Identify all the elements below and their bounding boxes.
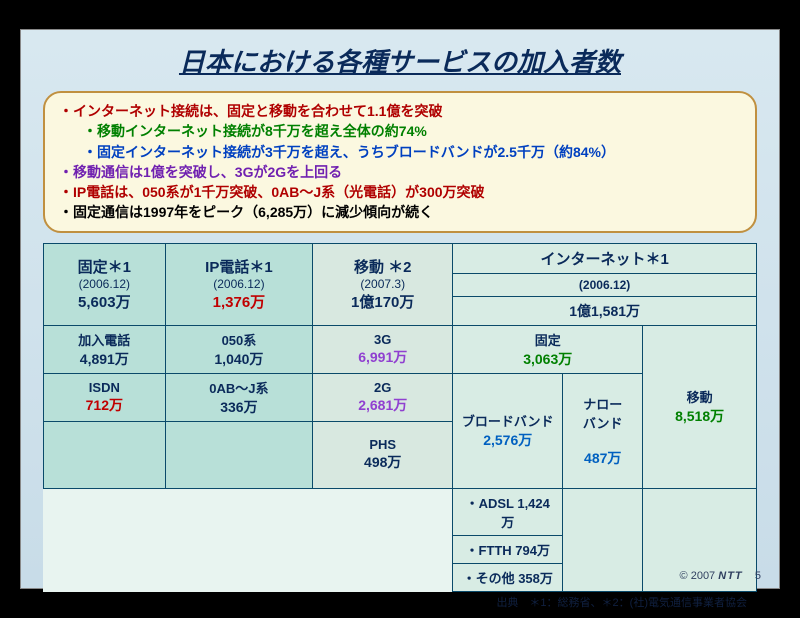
sub-label: ISDN — [50, 380, 159, 395]
sub-label: 2G — [319, 380, 446, 395]
cell: PHS 498万 — [313, 421, 453, 488]
page-title: 日本における各種サービスの加入者数 — [35, 42, 765, 79]
cell: 2G 2,681万 — [313, 373, 453, 421]
hdr-total: 1,376万 — [172, 291, 307, 312]
data-table: 固定＊1 (2006.12) 5,603万 IP電話＊1 (2006.12) 1… — [43, 243, 757, 592]
cell: 050系 1,040万 — [165, 325, 313, 373]
hdr-total: 5,603万 — [50, 291, 159, 312]
cell-internet-fixed: 固定 3,063万 — [453, 325, 643, 373]
data-table-wrap: 固定＊1 (2006.12) 5,603万 IP電話＊1 (2006.12) 1… — [43, 243, 757, 610]
source-note: 出典 ＊1：総務省、＊2：(社)電気通信事業者協会 — [43, 594, 747, 610]
sub-value: 487万 — [569, 448, 636, 468]
summary-line: ・固定インターネット接続が3千万を超え、うちブロードバンドが2.5千万（約84%… — [59, 142, 741, 162]
sub-value: 4,891万 — [50, 349, 159, 369]
cell: ISDN 712万 — [44, 373, 166, 421]
footer: © 2007 NTT 5 — [680, 570, 761, 582]
sub-value: 1,040万 — [172, 349, 307, 369]
internet-total: 1億1,581万 — [453, 296, 757, 325]
sub-value: 3,063万 — [459, 349, 636, 369]
cell-empty — [44, 421, 166, 488]
sub-label: 3G — [319, 332, 446, 347]
summary-line: ・固定通信は1997年をピーク（6,285万）に減少傾向が続く — [59, 202, 741, 222]
col-ip-header: IP電話＊1 (2006.12) 1,376万 — [165, 243, 313, 325]
cell: 3G 6,991万 — [313, 325, 453, 373]
hdr-label: 移動 ＊2 — [319, 256, 446, 277]
sub-value: 6,991万 — [319, 347, 446, 367]
copyright: © 2007 — [680, 570, 716, 582]
hdr-label: IP電話＊1 — [172, 256, 307, 277]
sub-value: 2,681万 — [319, 395, 446, 415]
cell: 加入電話 4,891万 — [44, 325, 166, 373]
cell-adsl: ・ADSL 1,424万 — [453, 488, 563, 535]
cell-narrowband: ナロー バンド 487万 — [563, 373, 643, 488]
ntt-logo: NTT — [718, 570, 742, 582]
summary-line: ・移動通信は1億を突破し、3Gが2Gを上回る — [59, 162, 741, 182]
hdr-label: インターネット＊1 — [459, 248, 750, 269]
hdr-date: (2007.3) — [319, 277, 446, 291]
hdr-date: (2006.12) — [172, 277, 307, 291]
hdr-label: 固定＊1 — [50, 256, 159, 277]
spacer — [44, 535, 453, 563]
spacer — [44, 563, 453, 591]
sub-label: 固定 — [459, 330, 636, 349]
cell: 0AB〜J系 336万 — [165, 373, 313, 421]
hdr-total: 1億170万 — [319, 291, 446, 312]
sub-label: ブロードバンド — [459, 411, 556, 430]
sub-value: 712万 — [50, 395, 159, 415]
col-mobile-header: 移動 ＊2 (2007.3) 1億170万 — [313, 243, 453, 325]
sub-label: 050系 — [172, 330, 307, 349]
summary-line: ・移動インターネット接続が8千万を超え全体の約74% — [59, 121, 741, 141]
cell-empty — [563, 488, 643, 591]
sub-label: 移動 — [649, 387, 750, 406]
cell-other: ・その他 358万 — [453, 563, 563, 591]
summary-line: ・インターネット接続は、固定と移動を合わせて1.1億を突破 — [59, 101, 741, 121]
cell-ftth: ・FTTH 794万 — [453, 535, 563, 563]
col-internet-header: インターネット＊1 — [453, 243, 757, 273]
summary-box: ・インターネット接続は、固定と移動を合わせて1.1億を突破 ・移動インターネット… — [43, 91, 757, 233]
cell-empty — [165, 421, 313, 488]
page-number: 5 — [755, 570, 761, 582]
sub-label: PHS — [319, 437, 446, 452]
sub-value: 336万 — [172, 397, 307, 417]
col-fixed-header: 固定＊1 (2006.12) 5,603万 — [44, 243, 166, 325]
spacer — [44, 488, 453, 535]
sub-label: 0AB〜J系 — [172, 378, 307, 397]
slide: 日本における各種サービスの加入者数 ・インターネット接続は、固定と移動を合わせて… — [20, 29, 780, 589]
hdr-date: (2006.12) — [50, 277, 159, 291]
sub-label: ナロー バンド — [569, 394, 636, 432]
cell-broadband: ブロードバンド 2,576万 — [453, 373, 563, 488]
summary-line: ・IP電話は、050系が1千万突破、0AB〜J系（光電話）が300万突破 — [59, 182, 741, 202]
sub-value: 2,576万 — [459, 430, 556, 450]
sub-value: 8,518万 — [649, 406, 750, 426]
sub-value: 498万 — [319, 452, 446, 472]
internet-date: (2006.12) — [453, 273, 757, 296]
cell-internet-mobile: 移動 8,518万 — [643, 325, 757, 488]
sub-label: 加入電話 — [50, 330, 159, 349]
